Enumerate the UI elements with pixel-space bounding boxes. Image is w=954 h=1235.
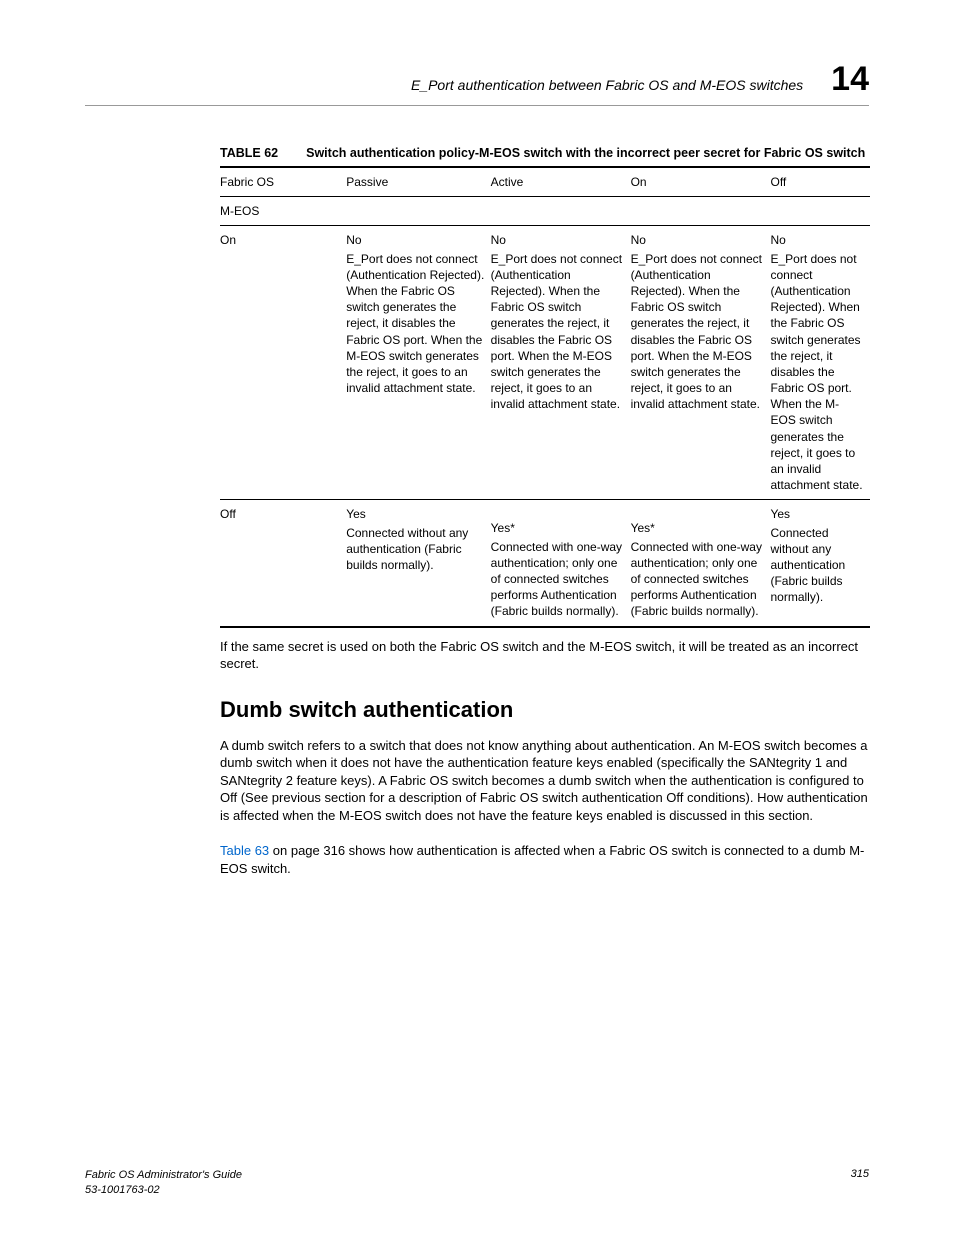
page-footer: Fabric OS Administrator's Guide 53-10017… bbox=[85, 1168, 869, 1197]
paragraph-intro: A dumb switch refers to a switch that do… bbox=[220, 737, 870, 825]
table-caption: TABLE 62 Switch authentication policy-M-… bbox=[85, 146, 869, 160]
section-heading: Dumb switch authentication bbox=[220, 697, 869, 723]
th-on: On bbox=[631, 167, 771, 197]
table-63-link[interactable]: Table 63 bbox=[220, 843, 269, 858]
cell-head: No bbox=[346, 232, 484, 248]
cell-on-passive: No E_Port does not connect (Authenticati… bbox=[346, 226, 490, 500]
page-header: E_Port authentication between Fabric OS … bbox=[85, 60, 869, 106]
cell-on-on: No E_Port does not connect (Authenticati… bbox=[631, 226, 771, 500]
header-title: E_Port authentication between Fabric OS … bbox=[411, 77, 803, 93]
paragraph-note: If the same secret is used on both the F… bbox=[220, 638, 870, 673]
th-passive: Passive bbox=[346, 167, 490, 197]
cell-on-active: No E_Port does not connect (Authenticati… bbox=[491, 226, 631, 500]
cell-body: E_Port does not connect (Authentication … bbox=[770, 251, 864, 494]
cell-body: Connected with one-way authentication; o… bbox=[491, 539, 625, 620]
cell-off-passive: Yes Connected without any authentication… bbox=[346, 500, 490, 627]
table-label: TABLE 62 bbox=[220, 146, 278, 160]
cell-head: Yes bbox=[346, 506, 484, 522]
page: E_Port authentication between Fabric OS … bbox=[0, 0, 954, 1235]
cell-body: E_Port does not connect (Authentication … bbox=[346, 251, 484, 397]
paragraph-ref: Table 63 on page 316 shows how authentic… bbox=[220, 842, 870, 877]
row-on-label: On bbox=[220, 226, 346, 500]
th-off: Off bbox=[770, 167, 870, 197]
cell-off-active: Yes* Connected with one-way authenticati… bbox=[491, 500, 631, 627]
cell-head: Yes* bbox=[491, 520, 625, 536]
paragraph-ref-rest: on page 316 shows how authentication is … bbox=[220, 843, 864, 876]
footer-doc-title: Fabric OS Administrator's Guide bbox=[85, 1168, 242, 1182]
chapter-number: 14 bbox=[831, 60, 869, 99]
cell-off-on: Yes* Connected with one-way authenticati… bbox=[631, 500, 771, 627]
cell-head: Yes bbox=[770, 506, 864, 522]
auth-policy-table: Fabric OS Passive Active On Off M-EOS On… bbox=[220, 166, 870, 628]
row-off-label: Off bbox=[220, 500, 346, 627]
cell-head: No bbox=[491, 232, 625, 248]
th-fabric-os: Fabric OS bbox=[220, 167, 346, 197]
table-caption-text: Switch authentication policy-M-EOS switc… bbox=[306, 146, 865, 160]
footer-page-num: 315 bbox=[851, 1168, 869, 1197]
cell-on-off: No E_Port does not connect (Authenticati… bbox=[770, 226, 870, 500]
cell-body: Connected without any authentication (Fa… bbox=[770, 525, 864, 606]
meos-label: M-EOS bbox=[220, 197, 346, 226]
footer-left: Fabric OS Administrator's Guide 53-10017… bbox=[85, 1168, 242, 1197]
cell-head: No bbox=[770, 232, 864, 248]
cell-body: Connected without any authentication (Fa… bbox=[346, 525, 484, 574]
cell-body: E_Port does not connect (Authentication … bbox=[491, 251, 625, 413]
cell-head: Yes* bbox=[631, 520, 765, 536]
cell-body: E_Port does not connect (Authentication … bbox=[631, 251, 765, 413]
th-active: Active bbox=[491, 167, 631, 197]
cell-off-off: Yes Connected without any authentication… bbox=[770, 500, 870, 627]
cell-body: Connected with one-way authentication; o… bbox=[631, 539, 765, 620]
cell-head: No bbox=[631, 232, 765, 248]
footer-doc-id: 53-1001763-02 bbox=[85, 1183, 242, 1197]
